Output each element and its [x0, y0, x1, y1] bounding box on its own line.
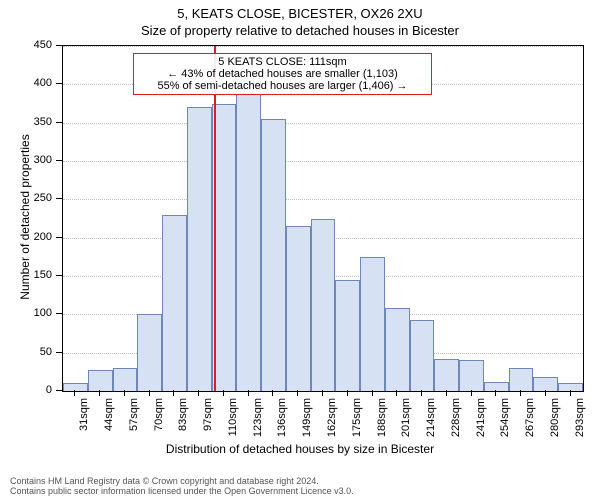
x-tick-label: 267sqm	[524, 398, 536, 437]
x-tick	[74, 390, 75, 396]
y-tick-label: 350	[0, 116, 52, 128]
gridline	[63, 199, 583, 200]
footer-line1: Contains HM Land Registry data © Crown c…	[10, 476, 354, 486]
x-tick-label: 162sqm	[326, 398, 338, 437]
x-tick	[297, 390, 298, 396]
x-tick	[322, 390, 323, 396]
histogram-bar	[63, 383, 88, 391]
y-tick-label: 0	[0, 384, 52, 396]
gridline	[63, 161, 583, 162]
x-tick	[124, 390, 125, 396]
x-tick	[471, 390, 472, 396]
annotation-line-1: 5 KEATS CLOSE: 111sqm	[140, 56, 425, 68]
x-tick	[173, 390, 174, 396]
x-axis-label: Distribution of detached houses by size …	[0, 442, 600, 456]
x-tick-label: 31sqm	[78, 398, 90, 431]
x-tick-label: 280sqm	[549, 398, 561, 437]
y-tick	[56, 237, 62, 238]
histogram-bar	[410, 320, 435, 391]
x-tick	[446, 390, 447, 396]
y-tick-label: 450	[0, 39, 52, 51]
x-tick	[272, 390, 273, 396]
footer-attribution: Contains HM Land Registry data © Crown c…	[10, 476, 354, 496]
x-tick	[570, 390, 571, 396]
x-tick	[545, 390, 546, 396]
x-tick	[372, 390, 373, 396]
histogram-bar	[533, 377, 558, 391]
histogram-bar	[236, 81, 261, 392]
y-tick	[56, 390, 62, 391]
x-tick-label: 293sqm	[574, 398, 586, 437]
gridline	[63, 123, 583, 124]
histogram-bar	[187, 107, 212, 391]
y-tick	[56, 160, 62, 161]
histogram-bar	[261, 119, 286, 391]
histogram-bar	[335, 280, 360, 391]
y-tick	[56, 83, 62, 84]
x-tick	[198, 390, 199, 396]
y-tick	[56, 313, 62, 314]
x-tick-label: 175sqm	[351, 398, 363, 437]
x-tick-label: 110sqm	[227, 398, 239, 436]
reference-line	[214, 46, 216, 391]
y-tick-label: 100	[0, 307, 52, 319]
chart-title-line1: 5, KEATS CLOSE, BICESTER, OX26 2XU	[0, 6, 600, 21]
annotation-line-2: ← 43% of detached houses are smaller (1,…	[140, 68, 425, 80]
histogram-bar	[360, 257, 385, 391]
histogram-bar	[459, 360, 484, 391]
gridline	[63, 46, 583, 47]
x-tick	[248, 390, 249, 396]
y-tick	[56, 122, 62, 123]
histogram-bar	[434, 359, 459, 391]
x-tick-label: 254sqm	[499, 398, 511, 437]
x-tick-label: 123sqm	[252, 398, 264, 437]
y-tick	[56, 45, 62, 46]
histogram-bar	[558, 383, 583, 391]
x-tick-label: 214sqm	[425, 398, 437, 437]
chart-title-line2: Size of property relative to detached ho…	[0, 23, 600, 38]
x-tick	[396, 390, 397, 396]
y-tick-label: 300	[0, 154, 52, 166]
histogram-bar	[385, 308, 410, 391]
y-tick	[56, 352, 62, 353]
y-tick-label: 150	[0, 269, 52, 281]
histogram-bar	[88, 370, 113, 391]
x-tick-label: 97sqm	[202, 398, 214, 431]
x-tick	[223, 390, 224, 396]
y-tick-label: 200	[0, 231, 52, 243]
x-tick-label: 57sqm	[128, 398, 140, 431]
x-tick-label: 201sqm	[400, 398, 412, 437]
histogram-bar	[286, 226, 311, 391]
x-tick	[149, 390, 150, 396]
histogram-bar	[113, 368, 138, 391]
x-tick-label: 149sqm	[301, 398, 313, 437]
x-tick	[421, 390, 422, 396]
x-tick-label: 241sqm	[475, 398, 487, 437]
x-tick	[520, 390, 521, 396]
annotation-box: 5 KEATS CLOSE: 111sqm← 43% of detached h…	[133, 53, 432, 95]
y-tick	[56, 198, 62, 199]
x-tick-label: 228sqm	[450, 398, 462, 437]
x-tick-label: 188sqm	[376, 398, 388, 437]
annotation-line-3: 55% of semi-detached houses are larger (…	[140, 80, 425, 92]
x-tick-label: 83sqm	[177, 398, 189, 431]
histogram-bar	[137, 314, 162, 391]
x-tick-label: 136sqm	[276, 398, 288, 437]
x-tick-label: 44sqm	[103, 398, 115, 431]
y-tick-label: 50	[0, 346, 52, 358]
x-tick	[347, 390, 348, 396]
x-tick	[99, 390, 100, 396]
histogram-bar	[162, 215, 187, 391]
histogram-bar	[311, 219, 336, 392]
x-tick	[495, 390, 496, 396]
y-tick-label: 250	[0, 192, 52, 204]
histogram-plot-area: 5 KEATS CLOSE: 111sqm← 43% of detached h…	[62, 45, 584, 392]
histogram-bar	[509, 368, 534, 391]
y-tick	[56, 275, 62, 276]
x-tick-label: 70sqm	[153, 398, 165, 431]
y-tick-label: 400	[0, 77, 52, 89]
footer-line2: Contains public sector information licen…	[10, 486, 354, 496]
